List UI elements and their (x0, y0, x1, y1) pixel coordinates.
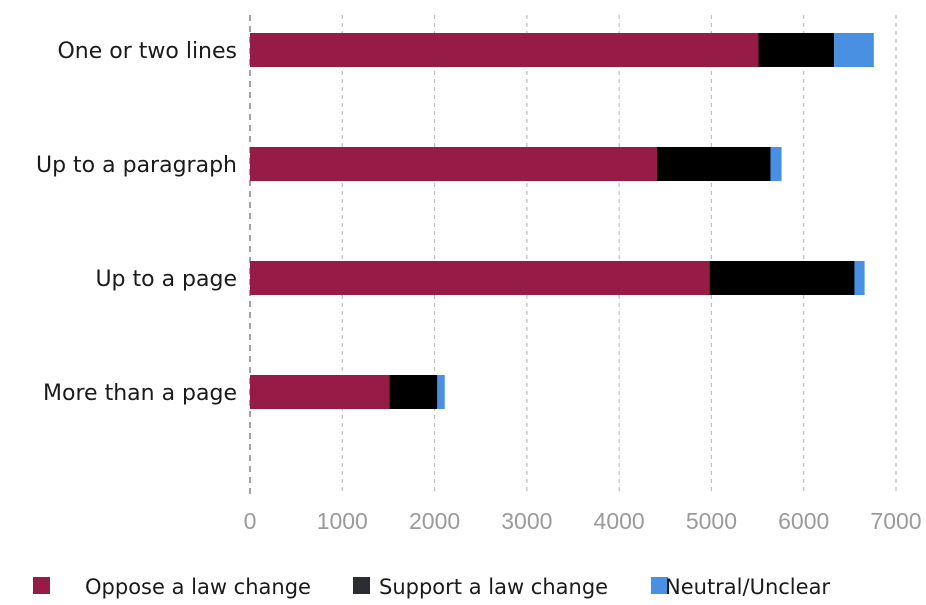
legend: Oppose a law change Support a law change… (33, 573, 913, 601)
x-tick-label-2000: 2000 (409, 508, 460, 534)
x-tick-label-0: 0 (244, 508, 257, 534)
bar-segment-support (656, 147, 771, 181)
legend-label-support: Support a law change (379, 575, 609, 599)
bar-segment-neutral (834, 33, 874, 67)
x-tick-labels: 0 1000 2000 3000 4000 5000 6000 7000 (244, 508, 922, 534)
bar-chart: One or two lines Up to a paragraph Up to a… (36, 15, 922, 534)
x-tick-label-4000: 4000 (594, 508, 645, 534)
bars (250, 33, 874, 409)
category-label: Up to a page (95, 267, 237, 292)
legend-swatch-support (353, 577, 370, 594)
x-tick-label-7000: 7000 (870, 508, 921, 534)
bar-segment-support (389, 375, 438, 409)
legend-label-oppose: Oppose a law change (85, 575, 311, 599)
legend-label-neutral: Neutral/Unclear (665, 575, 831, 599)
x-tick-label-3000: 3000 (501, 508, 552, 534)
category-labels: One or two lines Up to a paragraph Up to a… (36, 39, 237, 406)
x-tick-label-1000: 1000 (317, 508, 368, 534)
bar-segment-neutral (854, 261, 865, 295)
bar-segment-oppose (250, 33, 759, 67)
category-label: More than a page (43, 381, 237, 406)
bar-segment-support (758, 33, 835, 67)
bar-segment-oppose (250, 261, 710, 295)
legend-swatch-neutral (651, 577, 668, 594)
bar-segment-oppose (250, 375, 390, 409)
grid-lines (249, 15, 897, 495)
bar-segment-support (709, 261, 855, 295)
bar-segment-neutral (770, 147, 782, 181)
x-tick-label-6000: 6000 (778, 508, 829, 534)
legend-swatch-oppose (33, 577, 50, 594)
bar-segment-neutral (437, 375, 445, 409)
bar-segment-oppose (250, 147, 657, 181)
category-label: Up to a paragraph (36, 153, 237, 178)
category-label: One or two lines (57, 39, 237, 64)
x-tick-label-5000: 5000 (686, 508, 737, 534)
